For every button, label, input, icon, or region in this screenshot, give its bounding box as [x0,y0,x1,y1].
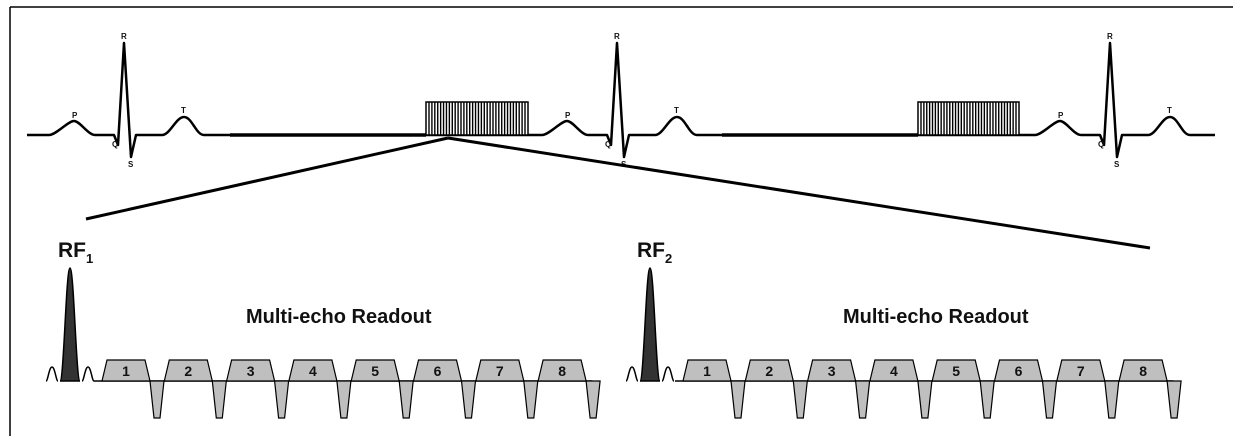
rewinder-lobe [854,380,871,419]
rewinder-lobe [273,380,290,419]
echo-lobe [163,359,214,382]
echo-number: 6 [1015,363,1023,379]
rewinder-lobe [523,380,539,419]
sequence-1: 1 2 3 4 5 6 7 8 [45,267,601,419]
echo-lobe [869,359,919,382]
echo-lobe [806,359,857,382]
echo-number: 2 [184,363,192,379]
ecg-label-t-1: T [181,106,186,115]
echo-number: 4 [309,363,317,379]
ecg-label-s-1: S [128,160,134,169]
echo-lobe [475,359,525,382]
rewinder-lobe [460,380,477,419]
ecg-label-s-3: S [1114,160,1120,169]
rf1-sidelobe-left [45,366,59,382]
echo-lobe [350,359,400,382]
rf2-sidelobe-left [625,366,639,382]
sequence-2: 1 2 3 4 5 6 7 8 [625,267,1182,419]
echo-number: 5 [952,363,960,379]
echo-lobe [1056,359,1106,382]
echo-lobe [744,359,795,382]
ecg-label-t-2: T [674,106,679,115]
echo-lobe [225,359,276,382]
ecg-label-p-3: P [1058,111,1064,120]
echo-number: 8 [558,363,566,379]
rf1-sidelobe-right [81,366,95,382]
echo-number: 3 [828,363,836,379]
ecg-label-q-1: Q [112,140,118,149]
rewinder-lobe [1166,380,1182,419]
echo-lobe [682,359,732,382]
ecg-waveform [27,41,1215,159]
readout-title-2: Multi-echo Readout [843,306,1029,328]
rewinder-lobe [730,380,746,419]
rewinder-lobe [917,380,933,419]
echo-number: 7 [1077,363,1085,379]
rf2-pulse [639,267,661,382]
echo-lobe [1118,359,1168,382]
echo-lobe [993,359,1044,382]
rewinder-lobe [1041,380,1058,419]
acquisition-block-2-lines [920,102,1017,135]
rf2-sidelobe-right [661,366,675,382]
rewinder-lobe [398,380,414,419]
echo-lobe [931,359,981,382]
rewinder-lobe [1104,380,1120,419]
ecg-label-q-3: Q [1098,140,1104,149]
echo-number: 8 [1139,363,1147,379]
echo-number: 1 [122,363,130,379]
ecg-label-r-2: R [614,32,620,41]
rewinder-lobe [979,380,995,419]
echo-lobe [101,359,151,382]
echo-lobe [412,359,463,382]
ecg-label-t-3: T [1167,106,1172,115]
echo-number: 3 [247,363,255,379]
echo-number: 7 [496,363,504,379]
echo-number: 2 [765,363,773,379]
ecg-label-q-2: Q [605,140,611,149]
rf1-pulse [59,267,81,382]
echo-lobe [288,359,338,382]
zoom-line-right [447,136,1151,250]
ecg-trace: PQRSTPQRSTPQRST [27,32,1215,169]
acquisition-block-1-lines [428,102,526,135]
rewinder-lobe [336,380,352,419]
rewinder-lobe [149,380,165,419]
readout-2-gradients: 1 2 3 4 5 6 7 8 [675,359,1182,419]
rf1-label: RF1 [58,239,93,266]
zoom-line-left [85,136,449,221]
ecg-label-r-3: R [1107,32,1113,41]
acquisition-block-1 [425,101,529,136]
echo-number: 1 [703,363,711,379]
rewinder-lobe [211,380,227,419]
ecg-label-p-1: P [72,111,78,120]
echo-number: 4 [890,363,898,379]
ecg-label-p-2: P [565,111,571,120]
echo-number: 6 [434,363,442,379]
ecg-label-r-1: R [121,32,127,41]
rf2-label: RF2 [637,239,672,266]
acquisition-block-2 [917,101,1020,136]
readout-title-1: Multi-echo Readout [246,306,432,328]
readout-1-gradients: 1 2 3 4 5 6 7 8 [94,359,601,419]
ecg-labels: PQRSTPQRSTPQRST [72,32,1172,169]
echo-number: 5 [371,363,379,379]
echo-lobe [537,359,587,382]
rewinder-lobe [792,380,808,419]
rewinder-lobe [585,380,601,419]
